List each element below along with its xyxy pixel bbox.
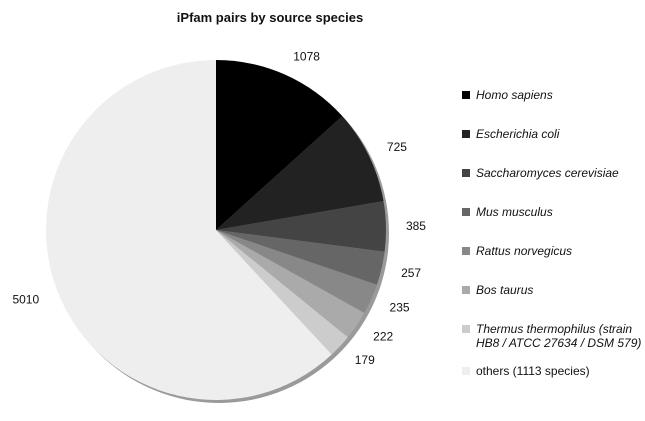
legend-swatch <box>462 247 470 255</box>
pie-value-label: 222 <box>373 330 393 344</box>
pie-slice <box>216 116 384 230</box>
legend-swatch <box>462 325 470 333</box>
legend-swatch <box>462 130 470 138</box>
legend-swatch <box>462 367 470 375</box>
legend-swatch <box>462 286 470 294</box>
pie-slice <box>216 60 343 230</box>
pie-value-label: 5010 <box>12 293 39 307</box>
chart-title: iPfam pairs by source species <box>176 10 364 25</box>
legend-label: Saccharomyces cerevisiae <box>476 166 619 180</box>
legend-label: Escherichia coli <box>476 127 560 141</box>
pie-slice <box>216 230 385 285</box>
pie-slice <box>216 201 386 252</box>
legend-swatch <box>462 169 470 177</box>
legend-label: Rattus norvegicus <box>476 244 573 258</box>
legend-label: Mus musculus <box>476 205 553 219</box>
pie-value-label: 385 <box>406 219 426 233</box>
legend-label: Homo sapiens <box>476 88 553 102</box>
legend-label: others (1113 species) <box>476 364 590 378</box>
legend-swatch <box>462 91 470 99</box>
legend-swatch <box>462 208 470 216</box>
pie-slice <box>216 230 365 338</box>
pie-value-label: 235 <box>390 300 410 314</box>
pie-slice <box>45 60 332 400</box>
pie-value-label: 725 <box>387 140 407 154</box>
legend-label: Thermus thermophilus (strain HB8 / ATCC … <box>476 322 642 350</box>
pie-slice <box>216 230 377 314</box>
pie-value-label: 257 <box>401 266 421 280</box>
pie-value-label: 1078 <box>293 49 320 63</box>
legend-label: Bos taurus <box>476 283 534 297</box>
pie-slice <box>216 230 348 355</box>
pie-value-label: 179 <box>355 353 375 367</box>
